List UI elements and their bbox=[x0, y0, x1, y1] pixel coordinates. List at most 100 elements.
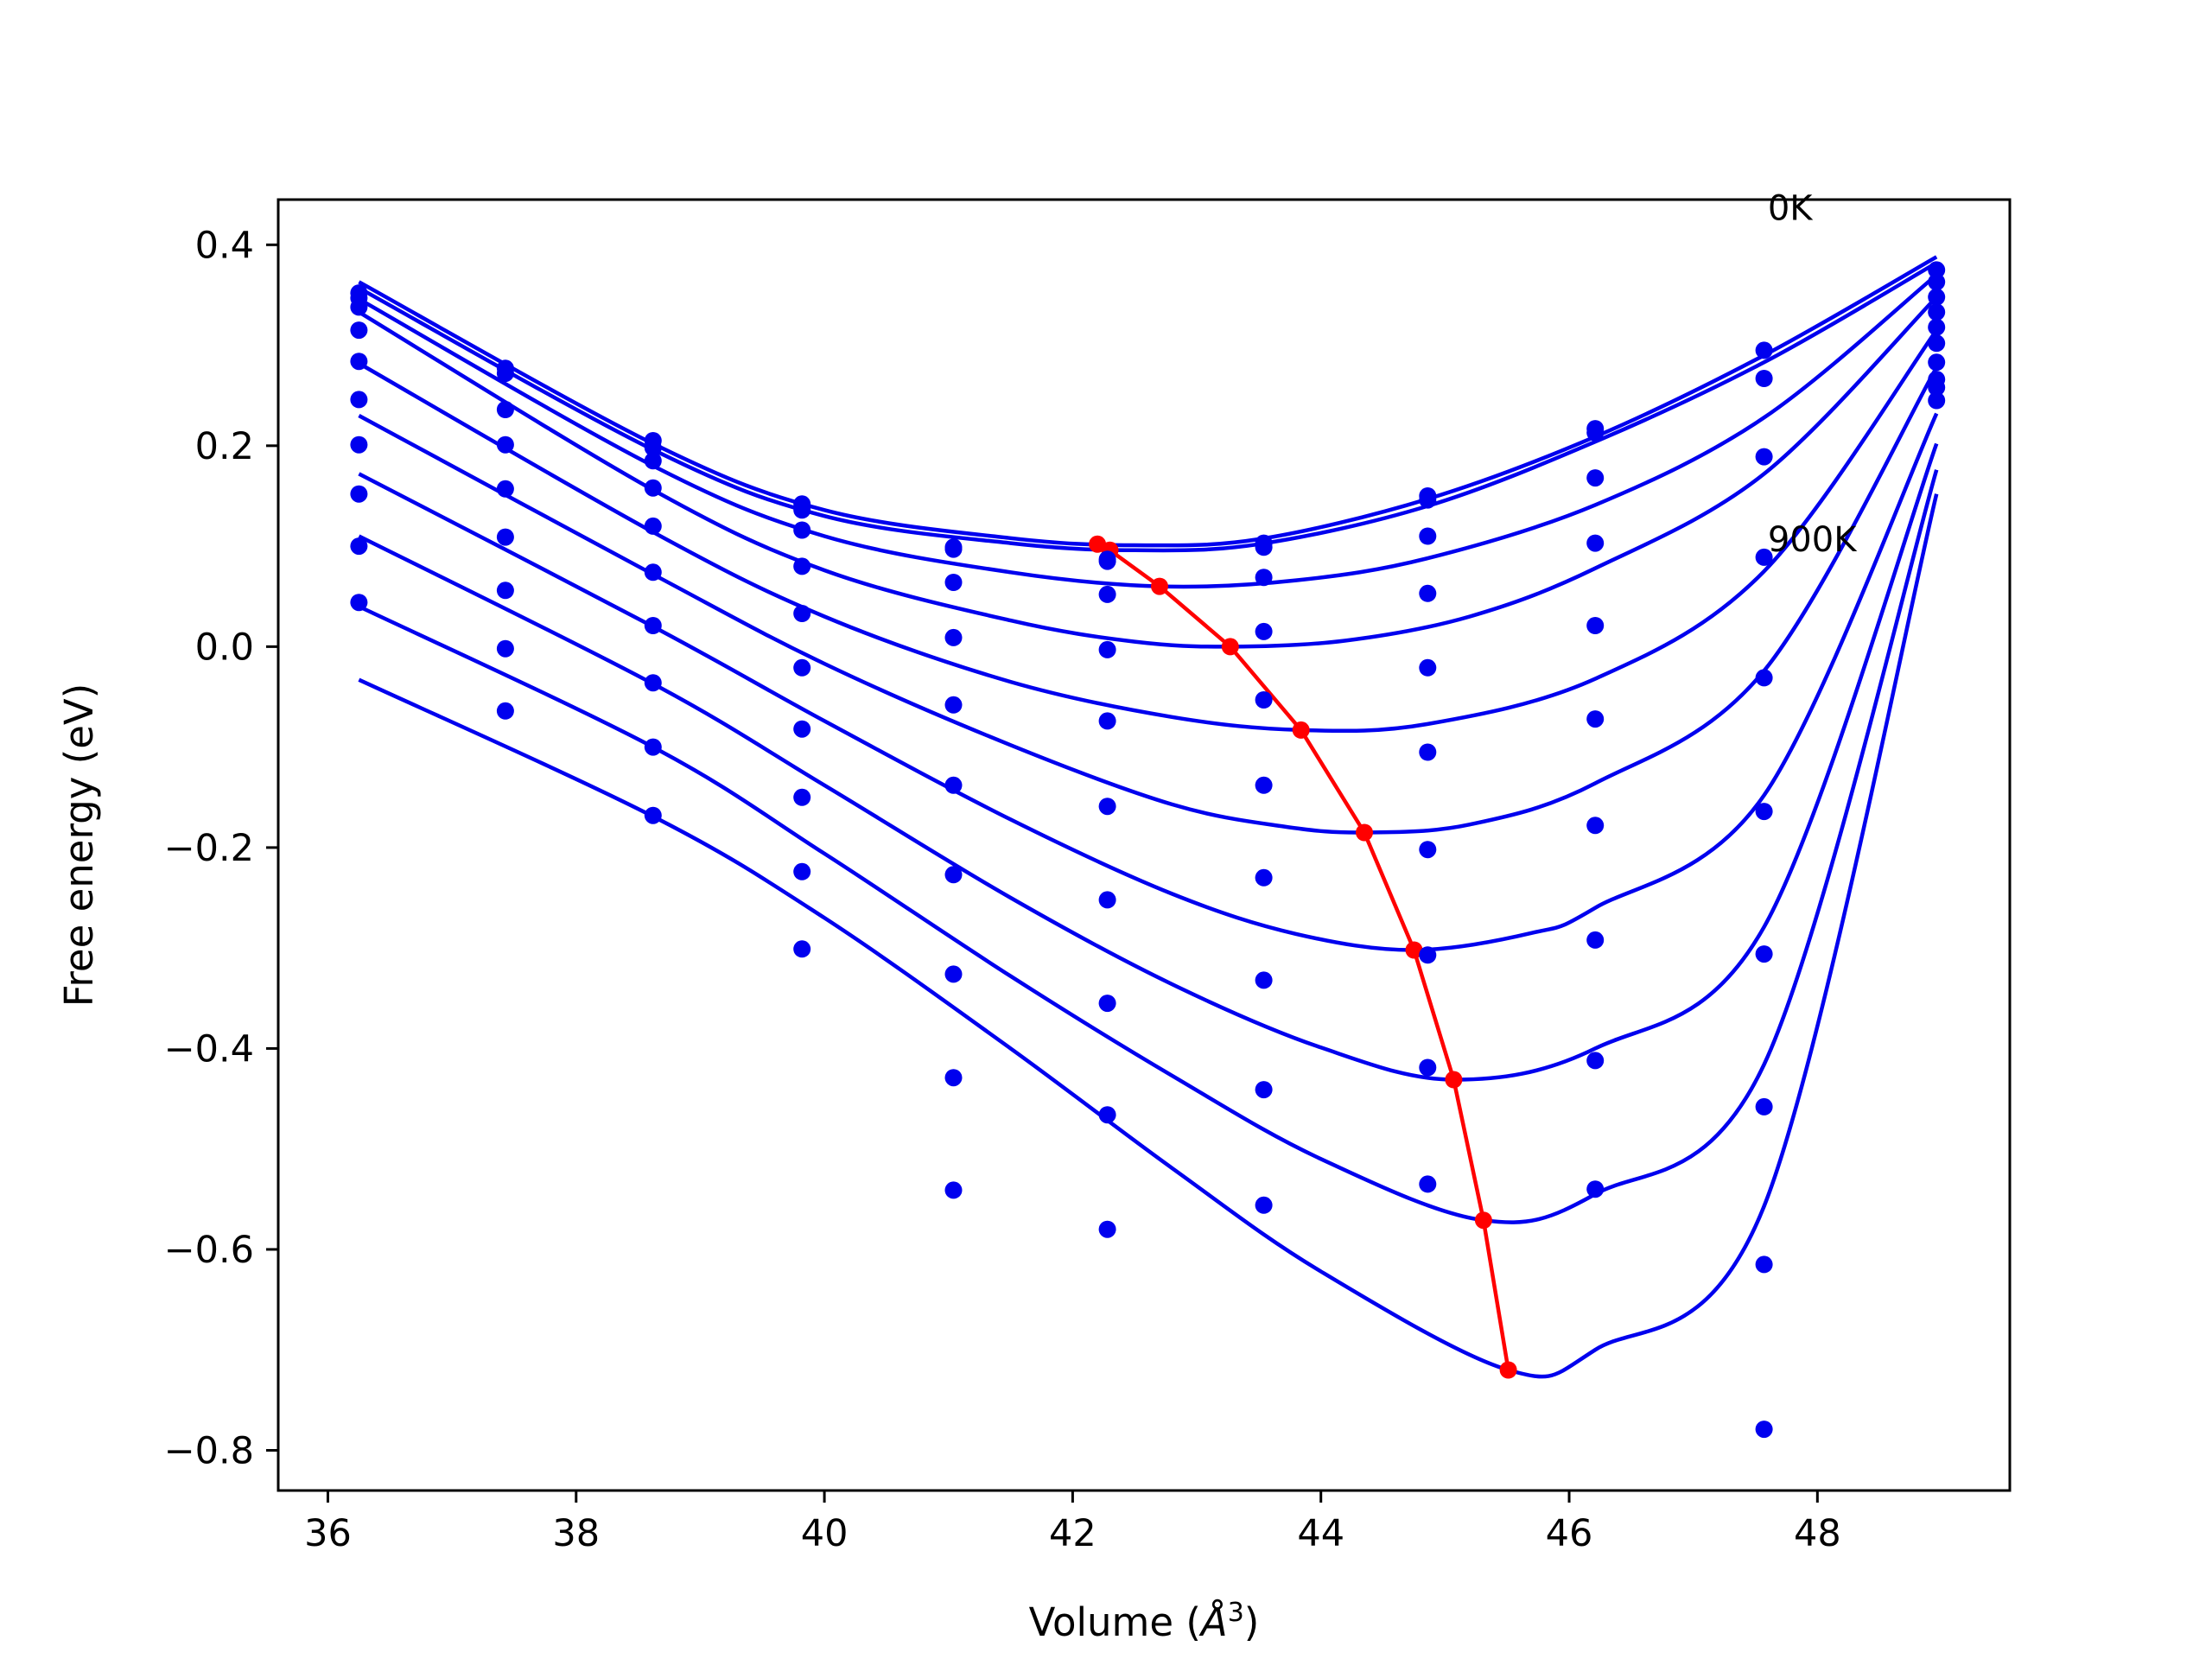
equilibrium-point bbox=[1445, 1071, 1463, 1089]
fit-curve-8 bbox=[358, 442, 1939, 1082]
data-point bbox=[1755, 669, 1773, 687]
data-point bbox=[496, 365, 514, 383]
data-point bbox=[644, 806, 662, 824]
data-point bbox=[496, 401, 514, 418]
equilibrium-point bbox=[1405, 941, 1423, 959]
data-point bbox=[1755, 341, 1773, 359]
data-point bbox=[350, 537, 368, 556]
data-point bbox=[1586, 817, 1605, 835]
data-point bbox=[1928, 353, 1946, 372]
data-point bbox=[644, 617, 662, 634]
data-point bbox=[1419, 1058, 1437, 1077]
data-point bbox=[1586, 931, 1605, 949]
data-point bbox=[793, 501, 811, 519]
data-point bbox=[1928, 261, 1946, 279]
data-point bbox=[793, 720, 811, 738]
data-point bbox=[1586, 617, 1605, 634]
data-point bbox=[944, 1069, 963, 1087]
y-tick-label: −0.8 bbox=[164, 1429, 254, 1472]
data-point bbox=[1586, 469, 1605, 487]
data-point bbox=[1586, 534, 1605, 552]
data-point bbox=[944, 696, 963, 714]
data-point bbox=[1098, 640, 1116, 658]
fit-curve-9 bbox=[358, 469, 1939, 1224]
data-point bbox=[944, 628, 963, 646]
x-tick-label: 44 bbox=[1297, 1512, 1344, 1555]
data-point bbox=[350, 485, 368, 503]
data-point bbox=[644, 439, 662, 457]
fit-curve-10 bbox=[358, 493, 1939, 1379]
data-point bbox=[496, 582, 514, 600]
data-point bbox=[644, 517, 662, 535]
temperature-annotation: 900K bbox=[1768, 520, 1858, 560]
data-point bbox=[496, 702, 514, 720]
equilibrium-point bbox=[1221, 638, 1239, 656]
data-point bbox=[1755, 548, 1773, 566]
data-point bbox=[644, 479, 662, 497]
fit-curve-7 bbox=[358, 412, 1939, 952]
data-point bbox=[1255, 868, 1273, 887]
data-point bbox=[1098, 585, 1116, 603]
data-point bbox=[496, 480, 514, 498]
x-tick-label: 40 bbox=[801, 1512, 849, 1555]
equilibrium-point bbox=[1356, 823, 1373, 842]
data-point bbox=[644, 563, 662, 582]
data-point bbox=[1419, 527, 1437, 545]
data-point bbox=[1098, 798, 1116, 816]
data-point bbox=[1928, 334, 1946, 353]
data-point bbox=[1928, 318, 1946, 336]
data-point bbox=[1255, 622, 1273, 640]
data-point bbox=[1928, 288, 1946, 306]
x-tick-label: 38 bbox=[552, 1512, 600, 1555]
equilibrium-point bbox=[1474, 1211, 1492, 1230]
fit-curve-5 bbox=[358, 328, 1939, 734]
data-point bbox=[944, 965, 963, 983]
data-point bbox=[1755, 945, 1773, 963]
data-point bbox=[793, 658, 811, 677]
y-axis-label: Free energy (eV) bbox=[56, 683, 102, 1007]
data-point bbox=[1419, 584, 1437, 602]
data-point bbox=[1255, 776, 1273, 794]
data-point bbox=[944, 574, 963, 591]
data-point bbox=[644, 674, 662, 692]
temperature-annotation: 0K bbox=[1768, 188, 1814, 228]
plot-frame bbox=[276, 198, 2012, 1492]
fit-curve-6 bbox=[358, 366, 1939, 835]
data-point bbox=[1098, 1106, 1116, 1124]
data-point bbox=[1098, 891, 1116, 909]
y-tick-label: 0.0 bbox=[195, 626, 254, 669]
data-point bbox=[944, 776, 963, 794]
data-point bbox=[644, 452, 662, 470]
data-point bbox=[793, 605, 811, 622]
y-tick-label: −0.2 bbox=[164, 827, 254, 870]
data-point bbox=[350, 594, 368, 612]
data-point bbox=[1928, 273, 1946, 291]
equilibrium-point bbox=[1292, 721, 1310, 739]
equilibrium-volume-line bbox=[1096, 542, 1510, 1370]
annotations: 0K 900K bbox=[1768, 188, 1858, 560]
data-point bbox=[1255, 569, 1273, 587]
data-point bbox=[1586, 1052, 1605, 1070]
data-point bbox=[496, 435, 514, 454]
data-point bbox=[1755, 1255, 1773, 1274]
fit-curve-3 bbox=[358, 273, 1938, 589]
data-point bbox=[1255, 971, 1273, 989]
data-point bbox=[944, 1181, 963, 1199]
data-point bbox=[496, 639, 514, 658]
data-point bbox=[1255, 691, 1273, 709]
data-point bbox=[793, 788, 811, 806]
data-point bbox=[1098, 1220, 1116, 1238]
fit-curve-1 bbox=[358, 255, 1938, 548]
fit-curve-2 bbox=[358, 261, 1938, 553]
equilibrium-point bbox=[1499, 1361, 1517, 1379]
data-point bbox=[1928, 303, 1946, 321]
data-point bbox=[1419, 946, 1437, 964]
x-tick-label: 42 bbox=[1049, 1512, 1096, 1555]
x-tick-label: 36 bbox=[304, 1512, 352, 1555]
data-point bbox=[350, 391, 368, 409]
data-point bbox=[793, 557, 811, 575]
x-tick-label: 46 bbox=[1546, 1512, 1593, 1555]
data-point bbox=[793, 862, 811, 880]
data-point bbox=[350, 298, 368, 316]
data-point bbox=[1586, 423, 1605, 442]
